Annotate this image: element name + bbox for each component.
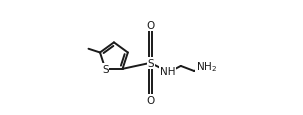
Text: NH$_2$: NH$_2$ bbox=[196, 59, 218, 73]
Text: O: O bbox=[147, 21, 155, 31]
Text: O: O bbox=[147, 95, 155, 105]
Text: S: S bbox=[102, 64, 109, 74]
Text: NH: NH bbox=[160, 66, 175, 76]
Text: S: S bbox=[148, 58, 154, 68]
